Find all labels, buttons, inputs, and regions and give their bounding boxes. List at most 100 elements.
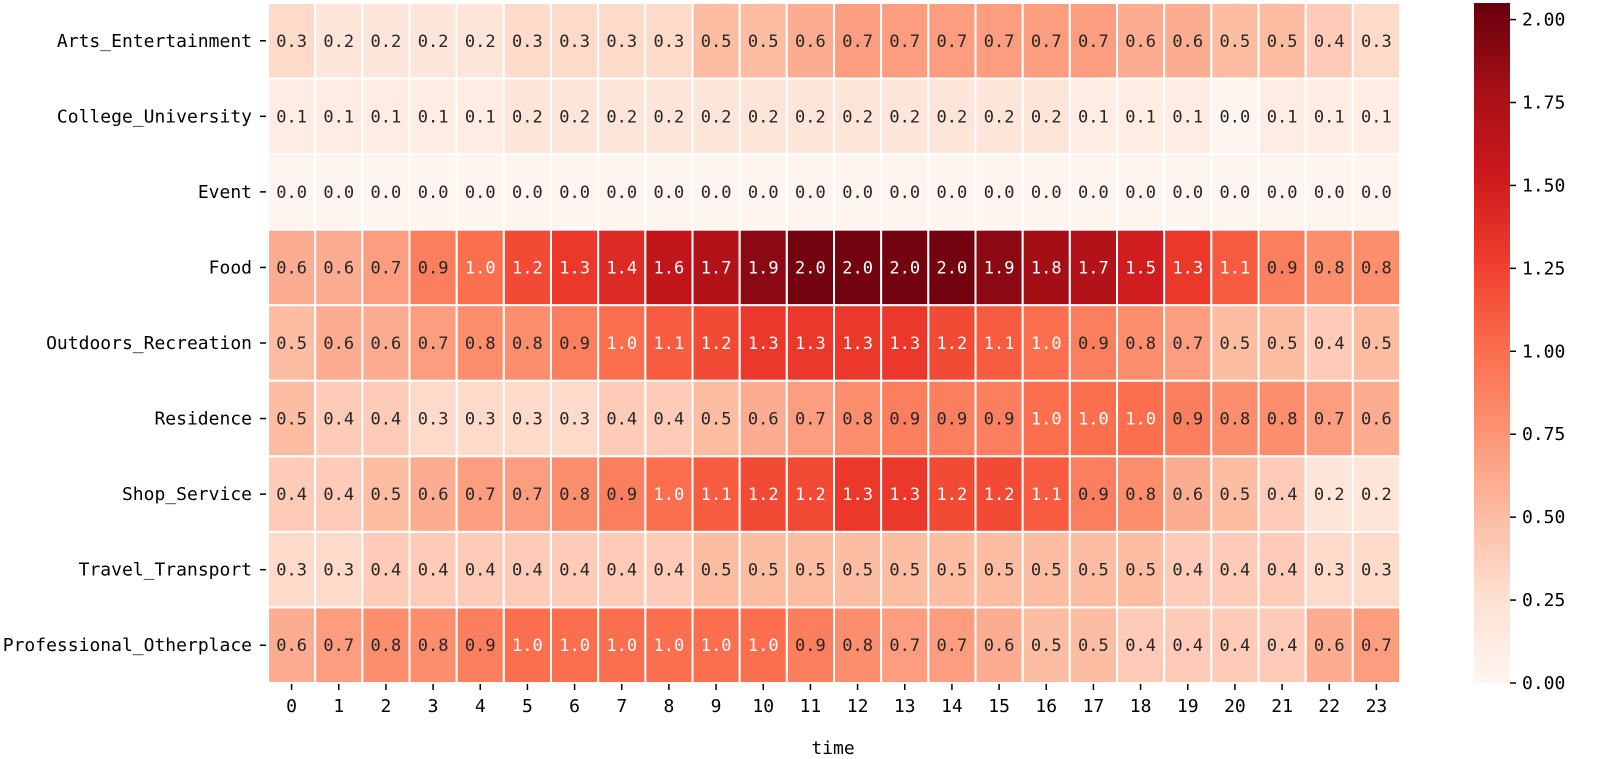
- heatmap-cell: [691, 228, 741, 307]
- cell-value-label: 0.4: [559, 561, 590, 581]
- cell-value-label: 2.0: [937, 258, 968, 278]
- cell-value-label: 0.1: [1078, 107, 1109, 127]
- cell-value-label: 0.9: [418, 258, 449, 278]
- x-tick-label: 8: [663, 696, 674, 717]
- x-tick-label: 3: [428, 696, 439, 717]
- cell-value-label: 0.5: [371, 485, 402, 505]
- cell-value-label: 0.1: [1125, 107, 1156, 127]
- x-tick-label: 22: [1318, 696, 1340, 717]
- heatmap-cell: [502, 228, 553, 307]
- cell-value-label: 0.2: [323, 32, 354, 52]
- cell-value-label: 1.7: [1078, 258, 1109, 278]
- heatmap-cell: [738, 455, 788, 533]
- heatmap-cell: [1257, 2, 1307, 80]
- cell-value-label: 0.9: [1172, 410, 1203, 430]
- cell-value-label: 0.4: [1220, 561, 1251, 581]
- cell-value-label: 0.1: [276, 107, 307, 127]
- cell-value-label: 0.0: [984, 183, 1015, 203]
- heatmap-cell: [880, 2, 930, 80]
- heatmap-cell: [550, 379, 600, 458]
- heatmap-cell: [833, 530, 883, 609]
- cell-value-label: 0.2: [701, 107, 732, 127]
- heatmap-cell: [1163, 304, 1213, 382]
- cell-value-label: 0.1: [1314, 107, 1345, 127]
- heatmap-cell: [361, 77, 411, 156]
- cell-value-label: 0.6: [418, 485, 449, 505]
- cell-value-label: 0.8: [1361, 258, 1392, 278]
- heatmap-cell: [738, 153, 788, 231]
- heatmap-cell: [1257, 606, 1307, 685]
- cell-value-label: 0.3: [559, 32, 590, 52]
- heatmap-cell: [1116, 606, 1166, 685]
- cell-value-label: 1.2: [937, 334, 968, 354]
- cell-value-label: 1.0: [606, 334, 637, 354]
- cell-value-label: 1.0: [748, 636, 779, 656]
- heatmap-cell: [267, 153, 317, 231]
- cell-value-label: 0.0: [606, 183, 637, 203]
- heatmap-cell: [408, 228, 458, 307]
- cell-value-label: 0.0: [1078, 183, 1109, 203]
- cell-value-label: 0.4: [323, 410, 354, 430]
- heatmap-cell: [361, 455, 411, 533]
- x-tick-label: 1: [333, 696, 344, 717]
- cell-value-label: 1.3: [559, 258, 590, 278]
- cell-value-label: 1.4: [606, 258, 637, 278]
- cell-value-label: 1.5: [1125, 258, 1156, 278]
- heatmap-cell: [361, 304, 411, 382]
- heatmap-cell: [880, 530, 930, 609]
- cell-value-label: 1.8: [1031, 258, 1062, 278]
- cell-value-label: 0.9: [937, 410, 968, 430]
- cell-value-label: 1.2: [512, 258, 543, 278]
- cell-value-label: 0.3: [512, 410, 543, 430]
- cell-value-label: 0.4: [1172, 636, 1203, 656]
- heatmap-cell: [974, 606, 1024, 685]
- cell-value-label: 0.2: [937, 107, 968, 127]
- cell-value-label: 1.1: [654, 334, 685, 354]
- heatmap-cell: [785, 77, 835, 156]
- cell-value-label: 0.4: [654, 410, 685, 430]
- cell-value-label: 1.3: [1172, 258, 1203, 278]
- cell-value-label: 0.4: [654, 561, 685, 581]
- cell-value-label: 0.5: [1078, 561, 1109, 581]
- heatmap-cell: [1210, 530, 1260, 609]
- heatmap-cell: [1021, 228, 1071, 307]
- y-axis-labels: Arts_Entertainment College_University Even…: [3, 31, 266, 656]
- x-tick-label: 15: [988, 696, 1010, 717]
- heatmap-cell: [550, 77, 600, 156]
- cell-value-label: 0.0: [701, 183, 732, 203]
- heatmap-cell: [314, 153, 364, 231]
- cell-value-label: 0.7: [1031, 32, 1062, 52]
- heatmap-cell: [833, 228, 883, 307]
- cell-value-label: 0.5: [1220, 485, 1251, 505]
- heatmap-cell: [833, 77, 883, 156]
- cell-value-label: 0.9: [1078, 485, 1109, 505]
- heatmap-cell: [550, 228, 600, 307]
- cell-value-label: 0.0: [842, 183, 873, 203]
- cell-value-label: 0.5: [795, 561, 826, 581]
- heatmap-cell: [1021, 455, 1071, 533]
- heatmap-cell: [314, 606, 364, 685]
- cell-value-label: 0.8: [559, 485, 590, 505]
- heatmap-cell: [361, 606, 411, 685]
- cell-value-label: 0.7: [842, 32, 873, 52]
- cell-value-label: 0.3: [323, 561, 354, 581]
- cell-value-label: 0.9: [889, 410, 920, 430]
- cell-value-label: 0.6: [371, 334, 402, 354]
- cell-value-label: 0.4: [1267, 636, 1298, 656]
- heatmap-cell: [455, 153, 505, 231]
- y-tick-label: College_University: [57, 106, 252, 127]
- heatmap-cell: [1068, 606, 1119, 685]
- colorbar-tick-label: 2.00: [1522, 10, 1565, 31]
- heatmap-cell: [1116, 228, 1166, 307]
- cell-value-label: 0.8: [1314, 258, 1345, 278]
- cell-value-label: 1.3: [795, 334, 826, 354]
- heatmap-cell: [1304, 77, 1354, 156]
- cell-value-label: 0.5: [889, 561, 920, 581]
- heatmap-cell: [597, 153, 647, 231]
- cell-value-label: 0.7: [795, 410, 826, 430]
- cell-value-label: 0.9: [984, 410, 1015, 430]
- heatmap-cell: [1021, 2, 1071, 80]
- heatmap-cell: [1068, 153, 1119, 231]
- heatmap-cell: [785, 2, 835, 80]
- cell-value-label: 1.1: [1220, 258, 1251, 278]
